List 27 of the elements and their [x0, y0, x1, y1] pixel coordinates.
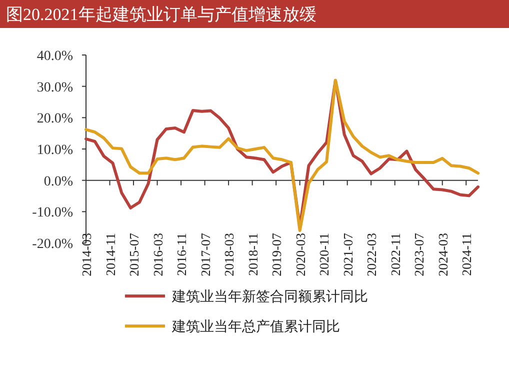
x-tick-label: 2017-07: [198, 232, 213, 276]
x-tick-label: 2021-07: [340, 232, 356, 276]
x-tick-label: 2024-03: [435, 233, 450, 276]
x-tick-label: 2014-11: [102, 233, 118, 276]
x-tick-label: 2018-03: [222, 233, 237, 276]
x-tick-label: 2023-07: [412, 232, 427, 276]
x-tick-label: 2015-07: [126, 232, 142, 276]
x-tick-label: 2016-03: [150, 233, 166, 276]
y-tick-label: 30.0%: [36, 80, 74, 96]
x-tick-label: 2018-11: [245, 233, 260, 276]
y-tick-label: -10.0%: [32, 206, 74, 221]
y-tick-label: 0.0%: [44, 174, 74, 190]
y-tick-label: -20.0%: [32, 237, 74, 252]
x-tick-label: 2022-03: [364, 233, 380, 276]
y-tick-label: 40.0%: [36, 49, 74, 64]
x-tick-label: 2020-03: [292, 233, 308, 276]
x-tick-label: 2014-03: [79, 233, 94, 276]
x-tick-label: 2019-07: [269, 232, 284, 276]
x-tick-label: 2020-11: [316, 233, 332, 276]
legend-label: 建筑业当年新签合同额累计同比: [171, 289, 368, 305]
y-tick-label: 20.0%: [36, 112, 74, 127]
y-tick-label: 10.0%: [36, 143, 74, 158]
x-tick-label: 2022-11: [388, 233, 403, 276]
x-tick-label: 2024-11: [459, 233, 474, 276]
chart-title: 图20.2021年起建筑业订单与产值增速放缓: [6, 5, 316, 24]
x-tick-label: 2016-11: [174, 233, 190, 276]
legend-label: 建筑业当年总产值累计同比: [171, 319, 340, 335]
